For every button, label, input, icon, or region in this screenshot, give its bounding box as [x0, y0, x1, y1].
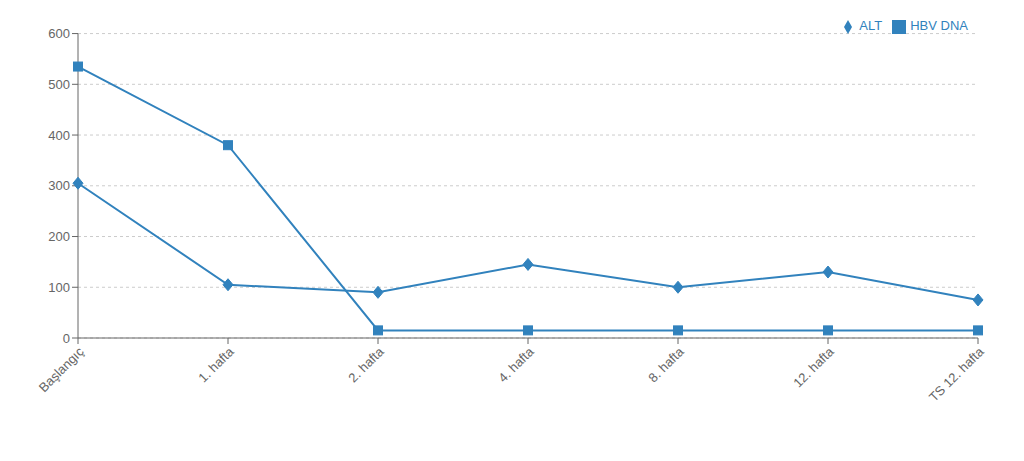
html-text:ALT: ALT: [859, 18, 883, 33]
svg-text:12. hafta: 12. hafta: [790, 344, 837, 391]
svg-text:0: 0: [63, 331, 70, 346]
svg-text:200: 200: [48, 229, 70, 244]
svg-text:2. hafta: 2. hafta: [345, 344, 387, 386]
svg-text:400: 400: [48, 128, 70, 143]
html-text:HBV DNA: HBV DNA: [910, 18, 968, 33]
svg-text:600: 600: [48, 26, 70, 41]
svg-text:4. hafta: 4. hafta: [495, 344, 537, 386]
svg-text:Başlangıç: Başlangıç: [36, 344, 87, 395]
svg-text:8. hafta: 8. hafta: [645, 344, 687, 386]
svg-text:300: 300: [48, 178, 70, 193]
svg-text:1. hafta: 1. hafta: [195, 344, 237, 386]
svg-text:500: 500: [48, 77, 70, 92]
svg-text:100: 100: [48, 280, 70, 295]
svg-text:TS 12. hafta: TS 12. hafta: [926, 344, 987, 405]
